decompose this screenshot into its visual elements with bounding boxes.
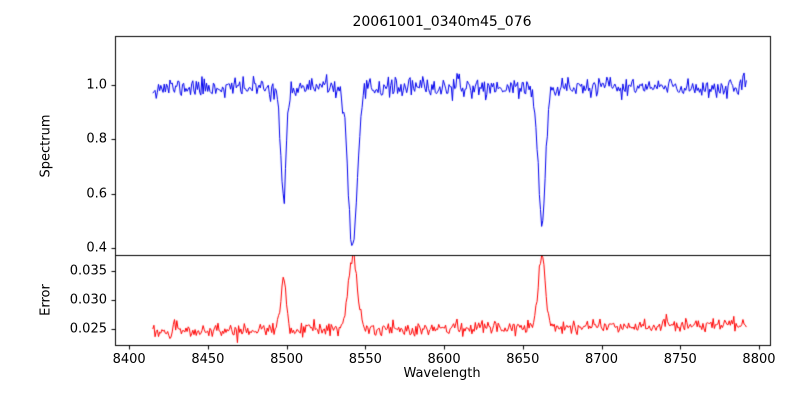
- x-tick-label: 8600: [427, 352, 461, 367]
- x-tick-label: 8800: [742, 352, 776, 367]
- x-tick-label: 8700: [584, 352, 619, 367]
- spectrum-axis-label: Spectrum: [38, 114, 54, 178]
- chart-title: 20061001_0340m45_076: [352, 14, 532, 30]
- spectrum-y-tick-label: 0.4: [86, 240, 107, 256]
- error-axis-label: Error: [38, 284, 54, 316]
- error-y-tick-label: 0.035: [69, 263, 107, 279]
- x-tick-label: 8450: [191, 352, 225, 367]
- x-tick-label: 8400: [112, 352, 146, 367]
- spectrum-y-tick-label: 0.6: [86, 186, 107, 202]
- x-tick-label: 8550: [348, 352, 382, 367]
- spectrum-y-tick-label: 1.0: [86, 77, 107, 93]
- error-y-tick-label: 0.025: [69, 321, 107, 337]
- x-axis-label: Wavelength: [403, 366, 481, 381]
- x-tick-label: 8500: [270, 352, 304, 367]
- x-tick-label: 8650: [506, 352, 540, 367]
- spectrum-y-tick-label: 0.8: [86, 131, 107, 147]
- x-tick-label: 8750: [663, 352, 697, 367]
- error-y-tick-label: 0.030: [69, 292, 107, 308]
